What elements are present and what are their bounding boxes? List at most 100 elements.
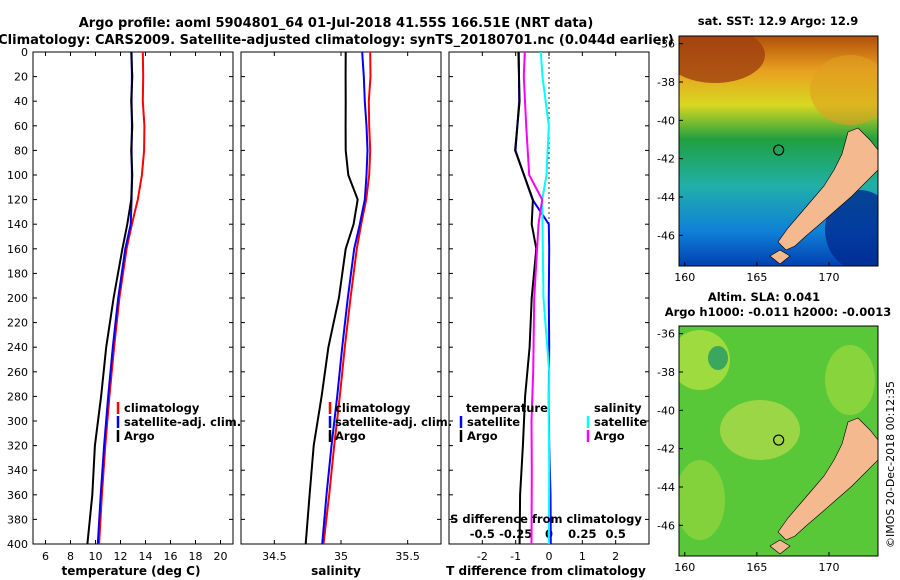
depth-tick-label: 140 (7, 218, 28, 231)
salinity-xlabel: salinity (311, 564, 361, 578)
lat-tick-label: -42 (657, 153, 675, 166)
credit-text: ©IMOS 20-Dec-2018 00:12:35 (884, 381, 897, 548)
x-tick-label: 10 (89, 550, 103, 563)
depth-tick-label: 0 (21, 46, 28, 59)
legend-salinity-title: salinity (594, 401, 642, 415)
sla-land-south-island (777, 417, 878, 541)
sst-cold-patch (825, 190, 878, 266)
salinity-panel (240, 51, 442, 545)
depth-tick-label: 400 (7, 538, 28, 551)
lat-tick-label: -46 (657, 229, 675, 242)
depth-tick-label: 340 (7, 464, 28, 477)
lat-tick-label: -36 (657, 38, 675, 51)
x-tick-label: 35 (334, 550, 348, 563)
depth-tick-label: 40 (14, 95, 28, 108)
x-tick-label: 0 (546, 550, 553, 563)
x-tick-label: 12 (114, 550, 128, 563)
sst-argo-position-marker (773, 144, 785, 156)
x-tick-label: 20 (214, 550, 228, 563)
lat-tick-label: -44 (657, 481, 675, 494)
difference-s-label: S difference from climatology (450, 512, 642, 526)
series-satellite (96, 51, 133, 545)
sla-high-patch-east (825, 345, 875, 415)
lon-tick-label: 165 (746, 561, 767, 574)
series-climatology (98, 51, 146, 545)
lon-tick-label: 165 (746, 271, 767, 284)
legend-t-argo: Argo (467, 429, 498, 443)
sst-warm-patch (679, 36, 765, 83)
title-line1: Argo profile: aoml 5904801_64 01-Jul-201… (79, 16, 594, 31)
difference-legend: temperature satellite Argo salinity sate… (459, 401, 647, 443)
lon-tick-label: 160 (674, 561, 695, 574)
temperature-chart: 6 8 10 12 14 16 18 20 (42, 51, 228, 563)
legend-t-satellite: satellite (467, 415, 520, 429)
sla-high-patch (679, 330, 730, 390)
sst-land-south-island (777, 127, 878, 251)
legend-satellite: satellite-adj. clim. (124, 415, 241, 429)
depth-axis: 0 20 40 60 80 100 120 140 160 180 200 220 240 260 280 3… (7, 46, 649, 551)
x-tick-label: 8 (67, 550, 74, 563)
series-t-argo (514, 51, 538, 545)
lon-tick-label: 170 (818, 271, 839, 284)
depth-tick-label: 120 (7, 194, 28, 207)
sla-land-stewart-island (769, 539, 791, 555)
lat-tick-label: -46 (657, 519, 675, 532)
depth-tick-label: 60 (14, 120, 28, 133)
lat-tick-label: -40 (657, 404, 675, 417)
depth-tick-label: 180 (7, 267, 28, 280)
legend-argo: Argo (124, 429, 155, 443)
lon-tick-label: 160 (674, 271, 695, 284)
depth-tick-label: 280 (7, 390, 28, 403)
sla-map-frame (678, 325, 879, 557)
depth-tick-label: 20 (14, 71, 28, 84)
legend-s-satellite: satellite (594, 415, 647, 429)
depth-tick-label: 160 (7, 243, 28, 256)
difference-xlabel: T difference from climatology (446, 564, 646, 578)
temperature-legend: climatology satellite-adj. clim. Argo (116, 401, 241, 443)
s-tick-label: 0.25 (568, 527, 596, 541)
sst-map (679, 36, 878, 266)
depth-tick-label: 200 (7, 292, 28, 305)
depth-tick-label: 320 (7, 440, 28, 453)
series-argo (304, 51, 359, 545)
depth-tick-label: 80 (14, 144, 28, 157)
depth-tick-label: 260 (7, 366, 28, 379)
x-tick-label: 6 (42, 550, 49, 563)
sla-map-title: Altim. SLA: 0.041 (708, 290, 820, 304)
legend-argo: Argo (335, 429, 366, 443)
difference-chart: -2 -1 0 1 2-0.5 -0.25 0 0.25 0.5 (470, 51, 626, 563)
depth-tick-label: 220 (7, 317, 28, 330)
title-line2: Climatology: CARS2009. Satellite-adjuste… (0, 33, 674, 48)
lat-tick-label: -38 (657, 76, 675, 89)
depth-tick-label: 380 (7, 513, 28, 526)
legend-s-argo: Argo (594, 429, 625, 443)
x-tick-label: 18 (189, 550, 203, 563)
x-tick-label: 16 (164, 550, 178, 563)
x-tick-label: 2 (612, 550, 619, 563)
sla-map-subtitle: Argo h1000: -0.011 h2000: -0.0013 (665, 305, 892, 319)
lat-tick-label: -44 (657, 191, 675, 204)
s-tick-label: -0.25 (499, 527, 532, 541)
sla-high-patch-center (720, 400, 800, 460)
temperature-xlabel: temperature (deg C) (62, 564, 201, 578)
salinity-chart: 34.5 35 35.5 (262, 51, 420, 563)
x-tick-label: -2 (477, 550, 488, 563)
s-tick-label: -0.5 (470, 527, 495, 541)
sst-map-title: sat. SST: 12.9 Argo: 12.9 (698, 14, 858, 28)
depth-tick-label: 100 (7, 169, 28, 182)
sla-high-patch-south (679, 460, 725, 540)
sst-map-axes: 160 165 170 -36 -38 -40 -42 -44 -46 (657, 38, 839, 284)
lat-tick-label: -42 (657, 443, 675, 456)
legend-temperature-title: temperature (466, 401, 548, 415)
lat-tick-label: -38 (657, 366, 675, 379)
sst-warm-patch-east (810, 55, 878, 125)
series-climatology (322, 51, 372, 545)
depth-tick-label: 300 (7, 415, 28, 428)
sla-map (679, 326, 878, 556)
depth-tick-label: 240 (7, 341, 28, 354)
x-tick-label: -1 (510, 550, 521, 563)
sla-eddy (708, 346, 728, 370)
legend-satellite: satellite-adj. clim. (335, 415, 452, 429)
lat-tick-label: -36 (657, 328, 675, 341)
legend-climatology: climatology (335, 401, 411, 415)
